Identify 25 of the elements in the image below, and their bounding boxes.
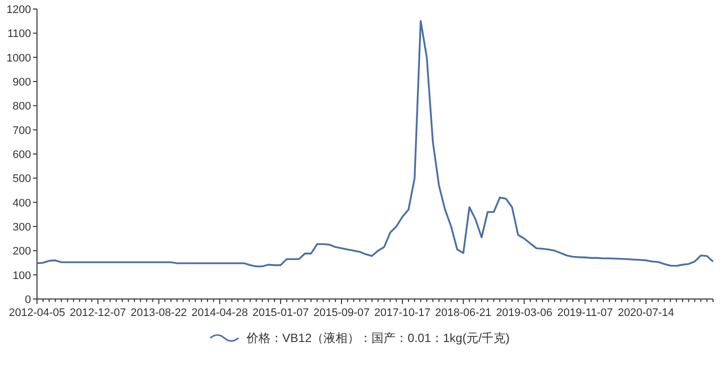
y-tick-label: 0 bbox=[24, 294, 31, 306]
y-tick-label: 500 bbox=[12, 173, 31, 186]
x-tick-label: 2019-11-07 bbox=[557, 307, 613, 319]
y-tick-label: 1200 bbox=[6, 4, 31, 16]
x-tick-label: 2014-04-28 bbox=[192, 307, 248, 319]
y-tick-label: 800 bbox=[12, 100, 31, 113]
x-tick-label: 2018-06-21 bbox=[435, 307, 492, 319]
x-tick-label: 2012-04-05 bbox=[8, 307, 66, 319]
y-tick-label: 300 bbox=[12, 222, 31, 234]
y-tick-label: 700 bbox=[12, 124, 31, 137]
y-tick-label: 100 bbox=[12, 270, 31, 282]
x-tick-label: 2013-08-22 bbox=[130, 307, 187, 319]
x-tick-label: 2015-01-07 bbox=[252, 307, 309, 319]
y-tick-label: 600 bbox=[12, 149, 31, 161]
y-tick-label: 400 bbox=[12, 197, 31, 210]
x-tick-label: 2020-07-14 bbox=[618, 307, 674, 319]
x-tick-label: 2019-03-06 bbox=[496, 307, 552, 319]
legend-label: 价格：VB12（液相）：国产：0.01：1kg(元/千克) bbox=[245, 331, 510, 345]
y-tick-label: 1000 bbox=[6, 52, 31, 64]
x-tick-label: 2012-12-07 bbox=[70, 307, 126, 319]
y-tick-label: 900 bbox=[12, 76, 31, 88]
x-tick-label: 2017-10-17 bbox=[374, 307, 431, 319]
x-tick-label: 2015-09-07 bbox=[313, 307, 370, 319]
y-tick-label: 1100 bbox=[7, 28, 31, 40]
y-tick-label: 200 bbox=[12, 246, 31, 258]
